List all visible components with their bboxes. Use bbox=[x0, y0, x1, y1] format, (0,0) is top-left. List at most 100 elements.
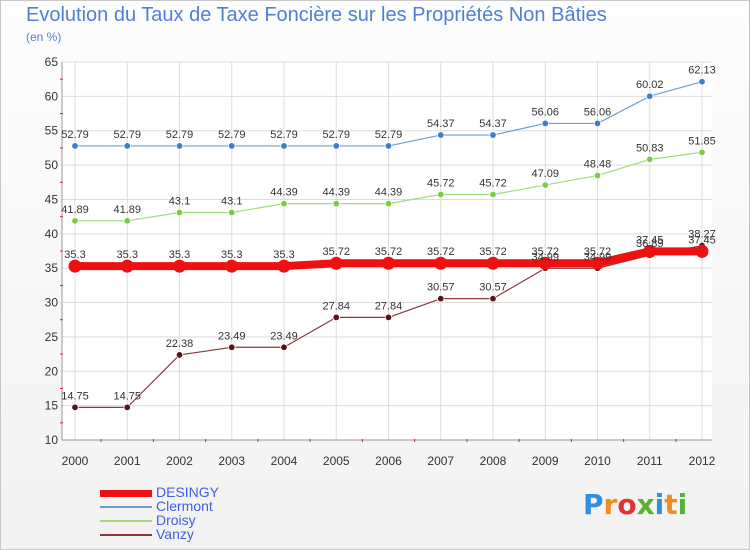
data-label: 43.1 bbox=[169, 196, 190, 208]
data-point bbox=[643, 244, 657, 258]
y-tick-label: 15 bbox=[45, 399, 59, 413]
data-point bbox=[173, 259, 186, 273]
data-label: 23.49 bbox=[218, 330, 246, 342]
data-point bbox=[71, 217, 79, 225]
legend-label: Droisy bbox=[156, 512, 196, 528]
data-point bbox=[384, 199, 393, 208]
data-point bbox=[538, 256, 552, 270]
data-point bbox=[698, 148, 706, 157]
data-point bbox=[332, 142, 340, 150]
data-label: 52.79 bbox=[218, 129, 246, 141]
data-label: 47.09 bbox=[531, 168, 559, 180]
data-label: 44.39 bbox=[270, 187, 298, 199]
plot-area bbox=[62, 62, 712, 440]
legend-swatch bbox=[100, 520, 152, 522]
data-label: 30.57 bbox=[427, 282, 455, 294]
legend-label: Vanzy bbox=[156, 526, 194, 542]
logo-letter: o bbox=[617, 488, 637, 521]
data-label: 34.99 bbox=[584, 251, 612, 263]
data-label: 35.72 bbox=[584, 246, 612, 258]
data-point bbox=[120, 259, 134, 273]
data-label: 48.48 bbox=[584, 159, 612, 171]
data-label: 14.75 bbox=[61, 390, 89, 402]
data-label: 35.3 bbox=[273, 249, 294, 261]
data-label: 35.3 bbox=[221, 249, 242, 261]
y-tick-label: 50 bbox=[45, 158, 59, 172]
x-tick-label: 2005 bbox=[323, 454, 350, 468]
legend-label: DESINGY bbox=[156, 484, 220, 500]
data-point bbox=[437, 294, 445, 303]
x-tick-label: 2006 bbox=[375, 454, 402, 468]
line-chart: 10 15 20 25 30 35 40 45 50 55 60 65 2000 2001 2002 2003… bbox=[45, 55, 716, 468]
y-tick-label: 30 bbox=[45, 296, 59, 310]
data-point bbox=[228, 208, 236, 217]
x-tick-label: 2011 bbox=[637, 454, 663, 468]
data-point bbox=[175, 351, 184, 359]
data-point bbox=[329, 256, 343, 270]
data-point bbox=[591, 256, 604, 270]
proxiti-logo: Proxiti bbox=[583, 488, 687, 521]
y-tick-label: 60 bbox=[45, 89, 59, 103]
series-clermont bbox=[71, 78, 706, 150]
data-point bbox=[175, 208, 184, 217]
data-point bbox=[332, 313, 340, 322]
x-tick-label: 2008 bbox=[480, 454, 507, 468]
data-label: 35.3 bbox=[64, 249, 85, 261]
logo-letter: i bbox=[677, 488, 688, 521]
logo-letter: t bbox=[664, 488, 678, 521]
data-label: 52.79 bbox=[166, 129, 194, 141]
data-label: 44.39 bbox=[322, 187, 350, 199]
data-point bbox=[332, 199, 340, 208]
data-point bbox=[695, 244, 709, 258]
data-label: 50.83 bbox=[636, 142, 664, 154]
data-point bbox=[437, 131, 445, 139]
data-point bbox=[68, 259, 82, 273]
y-tick-label: 10 bbox=[45, 433, 59, 447]
data-point bbox=[489, 131, 497, 139]
series-desingy bbox=[68, 244, 709, 273]
x-tick-label: 2007 bbox=[427, 454, 454, 468]
data-label: 35.3 bbox=[117, 249, 138, 261]
x-tick-label: 2009 bbox=[532, 454, 559, 468]
logo-letter: r bbox=[603, 488, 618, 521]
data-label: 27.84 bbox=[322, 300, 350, 312]
data-point bbox=[225, 259, 239, 273]
data-label: 37.45 bbox=[688, 234, 716, 246]
data-label: 41.89 bbox=[61, 204, 89, 216]
x-tick-label: 2004 bbox=[271, 454, 298, 468]
data-label: 30.57 bbox=[479, 282, 507, 294]
data-label: 22.38 bbox=[166, 338, 194, 350]
data-label: 35.72 bbox=[322, 246, 350, 258]
data-label: 35.72 bbox=[479, 246, 507, 258]
x-tick-label: 2002 bbox=[166, 454, 193, 468]
legend-label: Clermont bbox=[156, 498, 213, 514]
data-label: 35.72 bbox=[427, 246, 455, 258]
data-point bbox=[646, 92, 654, 100]
data-label: 35.72 bbox=[531, 246, 559, 258]
data-point bbox=[593, 171, 602, 180]
data-label: 52.79 bbox=[270, 129, 298, 141]
data-point bbox=[71, 403, 79, 412]
logo-letter: P bbox=[583, 488, 604, 521]
data-label: 43.1 bbox=[221, 196, 242, 208]
data-label: 38.27 bbox=[688, 229, 716, 241]
data-point bbox=[486, 256, 500, 270]
data-label: 35.72 bbox=[375, 246, 403, 258]
data-label: 56.06 bbox=[584, 106, 612, 118]
data-label: 51.85 bbox=[688, 135, 716, 147]
data-point bbox=[280, 199, 288, 208]
data-point bbox=[593, 119, 602, 128]
data-point bbox=[541, 119, 549, 128]
data-label: 23.49 bbox=[270, 330, 298, 342]
x-tick-label: 2012 bbox=[689, 454, 716, 468]
data-point bbox=[123, 142, 131, 150]
data-label: 45.72 bbox=[427, 178, 455, 190]
chart-title: Evolution du Taux de Taxe Foncière sur l… bbox=[26, 4, 607, 26]
data-point bbox=[277, 259, 291, 273]
data-point bbox=[71, 142, 79, 150]
data-point bbox=[280, 142, 288, 150]
y-tick-label: 35 bbox=[45, 261, 59, 275]
data-point bbox=[698, 78, 706, 86]
data-label: 44.39 bbox=[375, 187, 403, 199]
data-label: 52.79 bbox=[113, 129, 141, 141]
